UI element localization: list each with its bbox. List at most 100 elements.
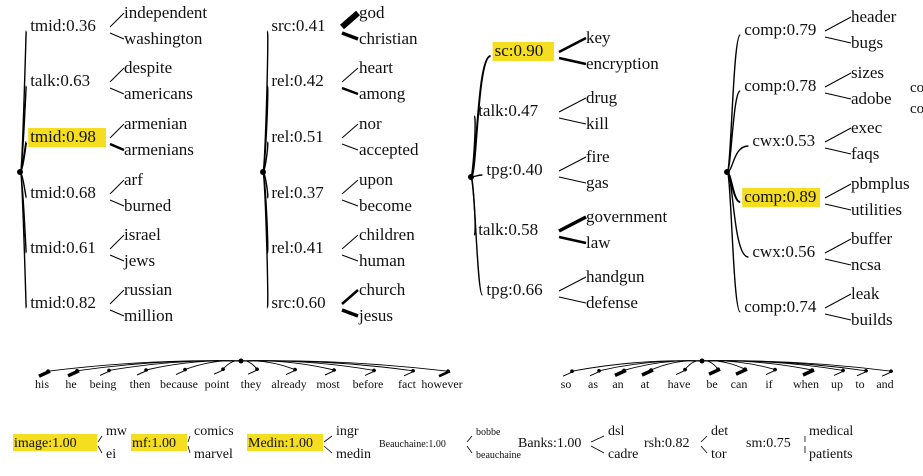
word-connector <box>700 445 708 454</box>
topic-word: despite <box>124 58 172 77</box>
topic-label: image:1.00 <box>14 436 77 451</box>
tree-branch <box>470 174 483 178</box>
word-connector <box>558 176 587 184</box>
word-connector <box>341 86 359 96</box>
tree-branch <box>726 145 749 173</box>
word-connector <box>466 435 473 443</box>
topic-word: million <box>124 306 174 325</box>
word-connector <box>109 123 125 139</box>
word-connector <box>558 97 587 113</box>
topic-word: his <box>35 377 49 391</box>
word-connector <box>341 254 359 262</box>
topic-word: faqs <box>851 144 879 163</box>
topic-word: have <box>668 377 691 391</box>
tree-branch <box>726 171 749 258</box>
word-connector <box>824 293 852 309</box>
tree-branch <box>240 360 375 371</box>
topic-label: src:0.41 <box>271 16 325 35</box>
topic-word: when <box>793 377 819 391</box>
topic-word: russian <box>124 280 173 299</box>
topic-word: be <box>706 377 717 391</box>
topic-word: tor <box>711 447 727 462</box>
word-connector <box>558 296 587 304</box>
word-connector <box>824 238 852 254</box>
topic-word: ncsa <box>851 255 882 274</box>
word-connector <box>324 369 337 376</box>
topic-word: up <box>831 377 843 391</box>
word-connector <box>341 123 359 139</box>
topic-label: rel:0.42 <box>271 71 323 90</box>
topic-word: an <box>612 377 623 391</box>
topic-word: then <box>130 377 151 391</box>
topic-word: most <box>316 377 340 391</box>
topic-word: israel <box>124 225 161 244</box>
word-connector <box>187 435 191 443</box>
topic-label: Banks:1.00 <box>518 436 581 451</box>
word-connector <box>109 254 125 262</box>
topic-label: comp:0.78 <box>744 76 816 95</box>
topic-word: buffer <box>851 229 893 248</box>
topic-word: heart <box>359 58 393 77</box>
word-connector <box>247 368 260 375</box>
topic-word: become <box>359 196 412 215</box>
word-connector <box>341 289 359 305</box>
topic-word: beauchaine <box>476 450 522 461</box>
topic-word: armenian <box>124 114 188 133</box>
topic-word: exec <box>851 118 883 137</box>
tree-branch <box>222 360 242 370</box>
word-connector <box>824 72 852 88</box>
topic-word: leak <box>851 284 880 303</box>
topic-word: law <box>586 233 611 252</box>
topic-label: mf:1.00 <box>132 436 176 451</box>
tree-branch <box>19 171 27 309</box>
topic-word: sizes <box>851 63 884 82</box>
word-connector <box>341 31 359 41</box>
tree-branch <box>240 360 258 370</box>
cutoff-text: co <box>910 101 923 117</box>
word-connector <box>558 235 587 245</box>
topic-word: if <box>765 377 772 391</box>
word-connector <box>109 12 125 28</box>
topic-word: adobe <box>851 89 892 108</box>
highlight-box <box>28 128 107 147</box>
topic-word: patients <box>809 447 853 462</box>
tree-branch <box>726 171 741 313</box>
topic-word: marvel <box>194 447 233 462</box>
topic-word: because <box>160 377 198 391</box>
topic-word: det <box>711 424 728 439</box>
word-connector <box>824 92 852 100</box>
topic-word: at <box>641 377 650 391</box>
topic-word: so <box>561 377 572 391</box>
cutoff-text: co <box>910 80 923 96</box>
word-connector <box>824 127 852 143</box>
topic-word: encryption <box>586 54 659 73</box>
tree-branch <box>701 360 719 370</box>
word-connector <box>341 308 359 318</box>
word-connector <box>323 435 333 443</box>
word-connector <box>109 179 125 195</box>
topic-label: Beauchaine:1.00 <box>379 439 446 450</box>
word-connector <box>438 370 451 378</box>
topic-word: however <box>421 377 462 391</box>
topic-word: independent <box>124 3 207 22</box>
word-connector <box>824 313 852 321</box>
topic-label: rel:0.41 <box>271 238 323 257</box>
topic-label: tmid:0.36 <box>30 16 96 35</box>
topic-label: talk:0.63 <box>30 71 90 90</box>
word-connector <box>109 142 125 152</box>
word-connector <box>856 370 869 377</box>
topic-label: cwx:0.56 <box>752 242 815 261</box>
topic-word: mw <box>106 424 128 439</box>
topic-word: bugs <box>851 33 883 52</box>
word-connector <box>67 369 80 378</box>
topic-word: church <box>359 280 406 299</box>
topic-label: rel:0.37 <box>271 183 324 202</box>
word-connector <box>700 435 708 443</box>
topic-label: rel:0.51 <box>271 127 323 146</box>
word-connector <box>109 67 125 83</box>
word-connector <box>802 368 815 377</box>
tree-branch <box>108 360 242 371</box>
topic-word: christian <box>359 29 418 48</box>
topic-word: dsl <box>608 424 624 439</box>
topic-word: fire <box>586 147 610 166</box>
